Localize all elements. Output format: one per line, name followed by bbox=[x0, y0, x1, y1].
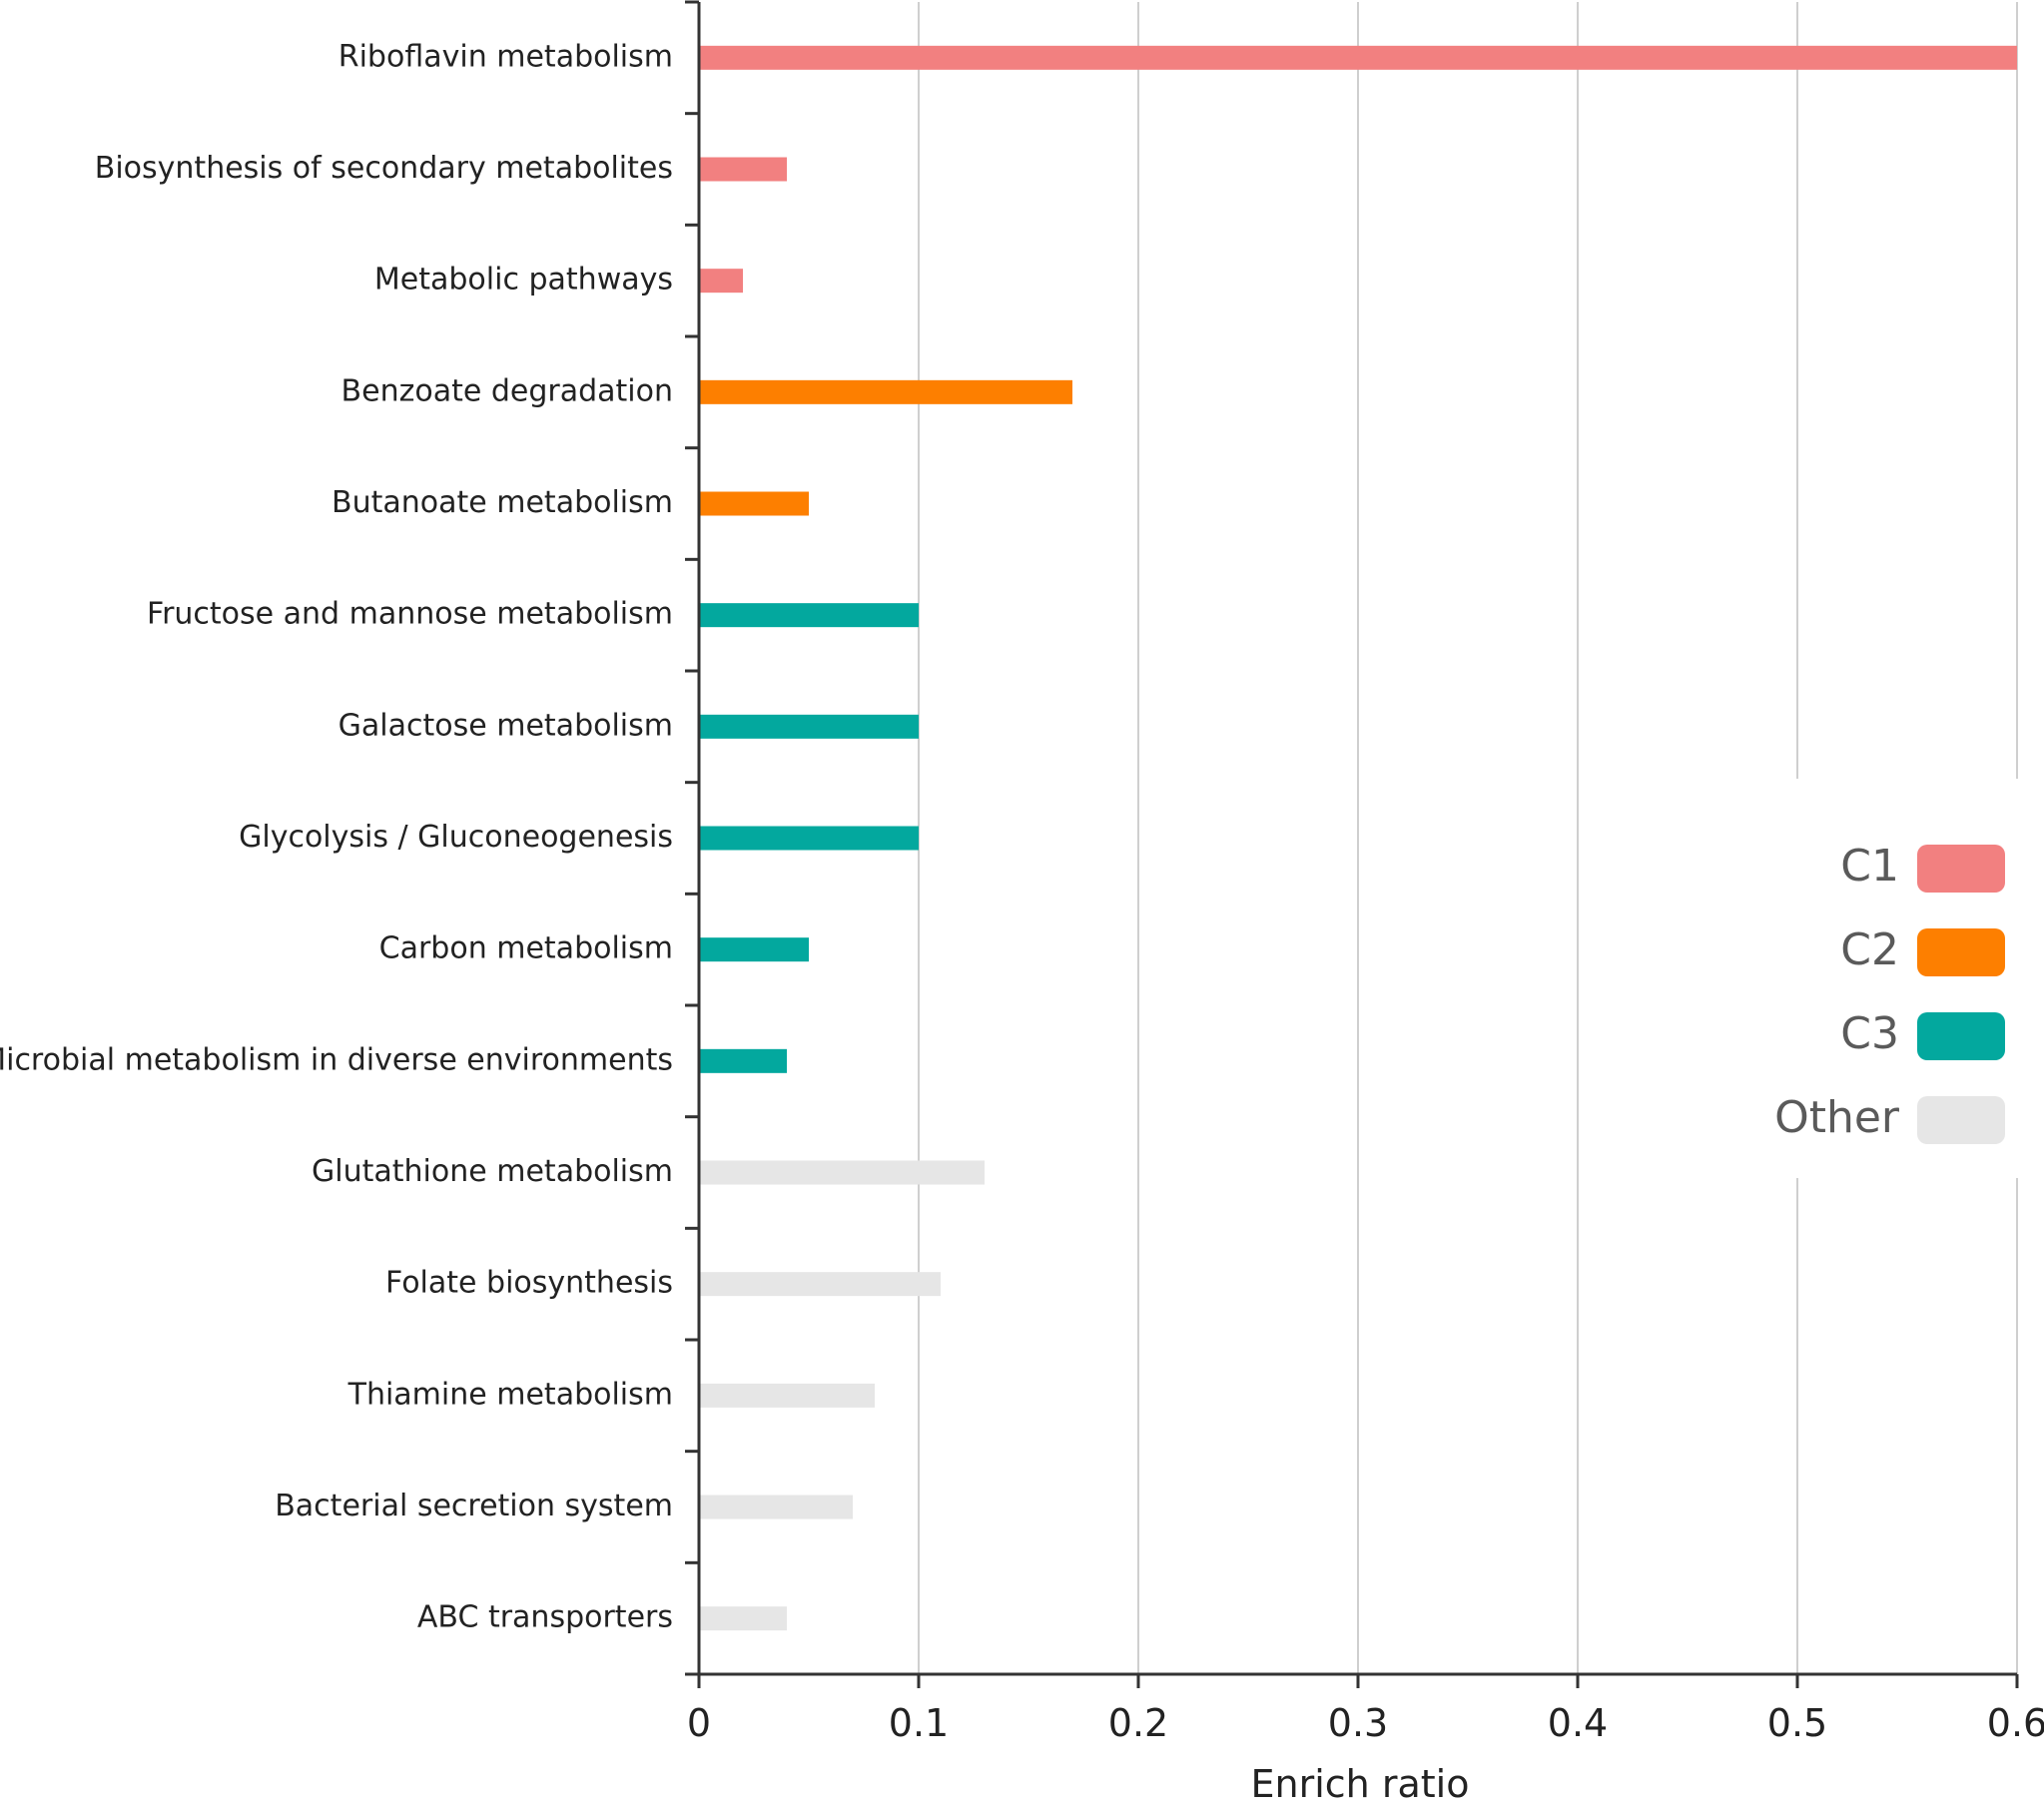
legend-swatch-other bbox=[1917, 1096, 2005, 1144]
x-tick-labels: 0 0.1 0.2 0.3 0.4 0.5 0.6 bbox=[687, 1701, 2044, 1745]
bar-8 bbox=[699, 826, 919, 851]
legend-swatch-c2 bbox=[1917, 928, 2005, 976]
bar-15 bbox=[699, 1606, 787, 1631]
bar-12 bbox=[699, 1272, 941, 1297]
category-label-15: ABC transporters bbox=[417, 1600, 673, 1635]
legend: C1 C2 C3 Other bbox=[1774, 779, 2019, 1178]
x-tick-label-0.4: 0.4 bbox=[1548, 1701, 1608, 1745]
category-label-9: Carbon metabolism bbox=[379, 931, 673, 966]
bar-2 bbox=[699, 157, 787, 182]
legend-label-other: Other bbox=[1774, 1092, 1900, 1143]
x-tick-label-0.6: 0.6 bbox=[1987, 1701, 2044, 1745]
bar-9 bbox=[699, 937, 809, 962]
category-label-5: Butanoate metabolism bbox=[332, 485, 673, 520]
axes bbox=[685, 0, 2019, 1688]
bar-7 bbox=[699, 714, 919, 739]
category-label-4: Benzoate degradation bbox=[341, 373, 673, 408]
category-label-2: Biosynthesis of secondary metabolites bbox=[95, 151, 673, 186]
legend-swatch-c3 bbox=[1917, 1012, 2005, 1060]
bar-3 bbox=[699, 269, 743, 294]
bar-14 bbox=[699, 1495, 853, 1519]
x-tick-label-0.5: 0.5 bbox=[1767, 1701, 1827, 1745]
legend-label-c3: C3 bbox=[1840, 1008, 1899, 1059]
category-label-10: Microbial metabolism in diverse environm… bbox=[0, 1042, 673, 1077]
legend-label-c2: C2 bbox=[1840, 924, 1899, 975]
category-label-12: Folate biosynthesis bbox=[385, 1266, 673, 1301]
category-label-11: Glutathione metabolism bbox=[312, 1154, 673, 1189]
bar-11 bbox=[699, 1160, 985, 1185]
category-label-3: Metabolic pathways bbox=[374, 263, 673, 298]
bars bbox=[699, 45, 2017, 1631]
x-tick-label-0.1: 0.1 bbox=[889, 1701, 949, 1745]
category-labels: Riboflavin metabolism Biosynthesis of sec… bbox=[0, 39, 673, 1634]
bar-6 bbox=[699, 603, 919, 628]
category-label-13: Thiamine metabolism bbox=[347, 1377, 673, 1412]
bar-1 bbox=[699, 45, 2017, 70]
category-label-14: Bacterial secretion system bbox=[275, 1489, 673, 1523]
category-label-6: Fructose and mannose metabolism bbox=[147, 597, 673, 632]
x-axis-title: Enrich ratio bbox=[1251, 1762, 1470, 1806]
bar-5 bbox=[699, 491, 809, 516]
category-label-8: Glycolysis / Gluconeogenesis bbox=[239, 820, 673, 855]
x-tick-label-0: 0 bbox=[687, 1701, 711, 1745]
x-tick-label-0.3: 0.3 bbox=[1328, 1701, 1388, 1745]
legend-swatch-c1 bbox=[1917, 845, 2005, 893]
legend-label-c1: C1 bbox=[1840, 841, 1899, 892]
bar-4 bbox=[699, 379, 1072, 404]
category-label-7: Galactose metabolism bbox=[339, 708, 673, 743]
x-tick-label-0.2: 0.2 bbox=[1108, 1701, 1168, 1745]
category-label-1: Riboflavin metabolism bbox=[339, 39, 673, 74]
bar-10 bbox=[699, 1048, 787, 1073]
bar-13 bbox=[699, 1383, 875, 1408]
